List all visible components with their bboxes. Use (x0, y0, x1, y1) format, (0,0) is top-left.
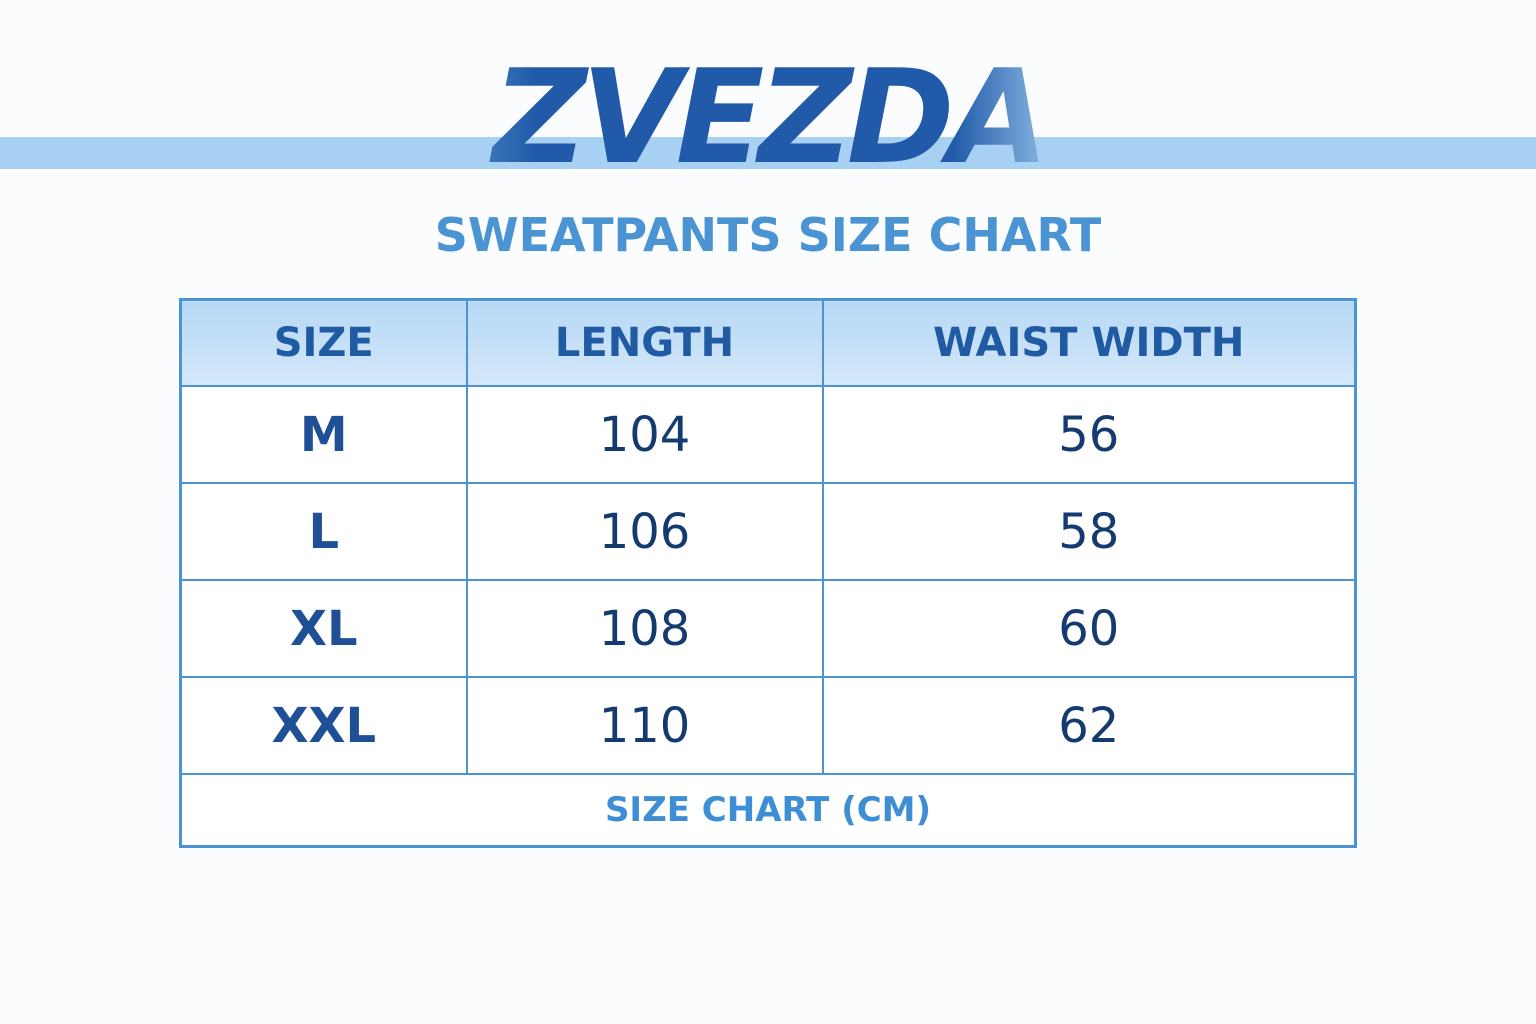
size-cell: XXL (179, 676, 468, 775)
footer-row: SIZE CHART (CM) (179, 773, 1357, 848)
header-row: SIZE LENGTH WAIST WIDTH (179, 298, 1357, 387)
table-row: L 106 58 (179, 482, 1357, 581)
column-header: LENGTH (465, 298, 824, 387)
size-cell: M (179, 385, 468, 484)
column-header: WAIST WIDTH (821, 298, 1357, 387)
size-cell: L (179, 482, 468, 581)
header-band (0, 137, 1536, 169)
value-cell: 106 (465, 482, 824, 581)
table-row: XL 108 60 (179, 579, 1357, 678)
value-cell: 110 (465, 676, 824, 775)
table-body: M 104 56 L 106 58 XL 108 60 XXL 110 62 (179, 385, 1357, 775)
table-footer: SIZE CHART (CM) (179, 773, 1357, 848)
value-cell: 60 (821, 579, 1357, 678)
size-cell: XL (179, 579, 468, 678)
value-cell: 108 (465, 579, 824, 678)
value-cell: 58 (821, 482, 1357, 581)
table-row: M 104 56 (179, 385, 1357, 484)
size-table: SIZE LENGTH WAIST WIDTH M 104 56 L 106 58 XL 10… (179, 298, 1357, 848)
value-cell: 104 (465, 385, 824, 484)
value-cell: 62 (821, 676, 1357, 775)
value-cell: 56 (821, 385, 1357, 484)
column-header: SIZE (179, 298, 468, 387)
table-row: XXL 110 62 (179, 676, 1357, 775)
brand-logo: ZVEZDA (0, 52, 1536, 182)
page-title: SWEATPANTS SIZE CHART (434, 208, 1102, 262)
